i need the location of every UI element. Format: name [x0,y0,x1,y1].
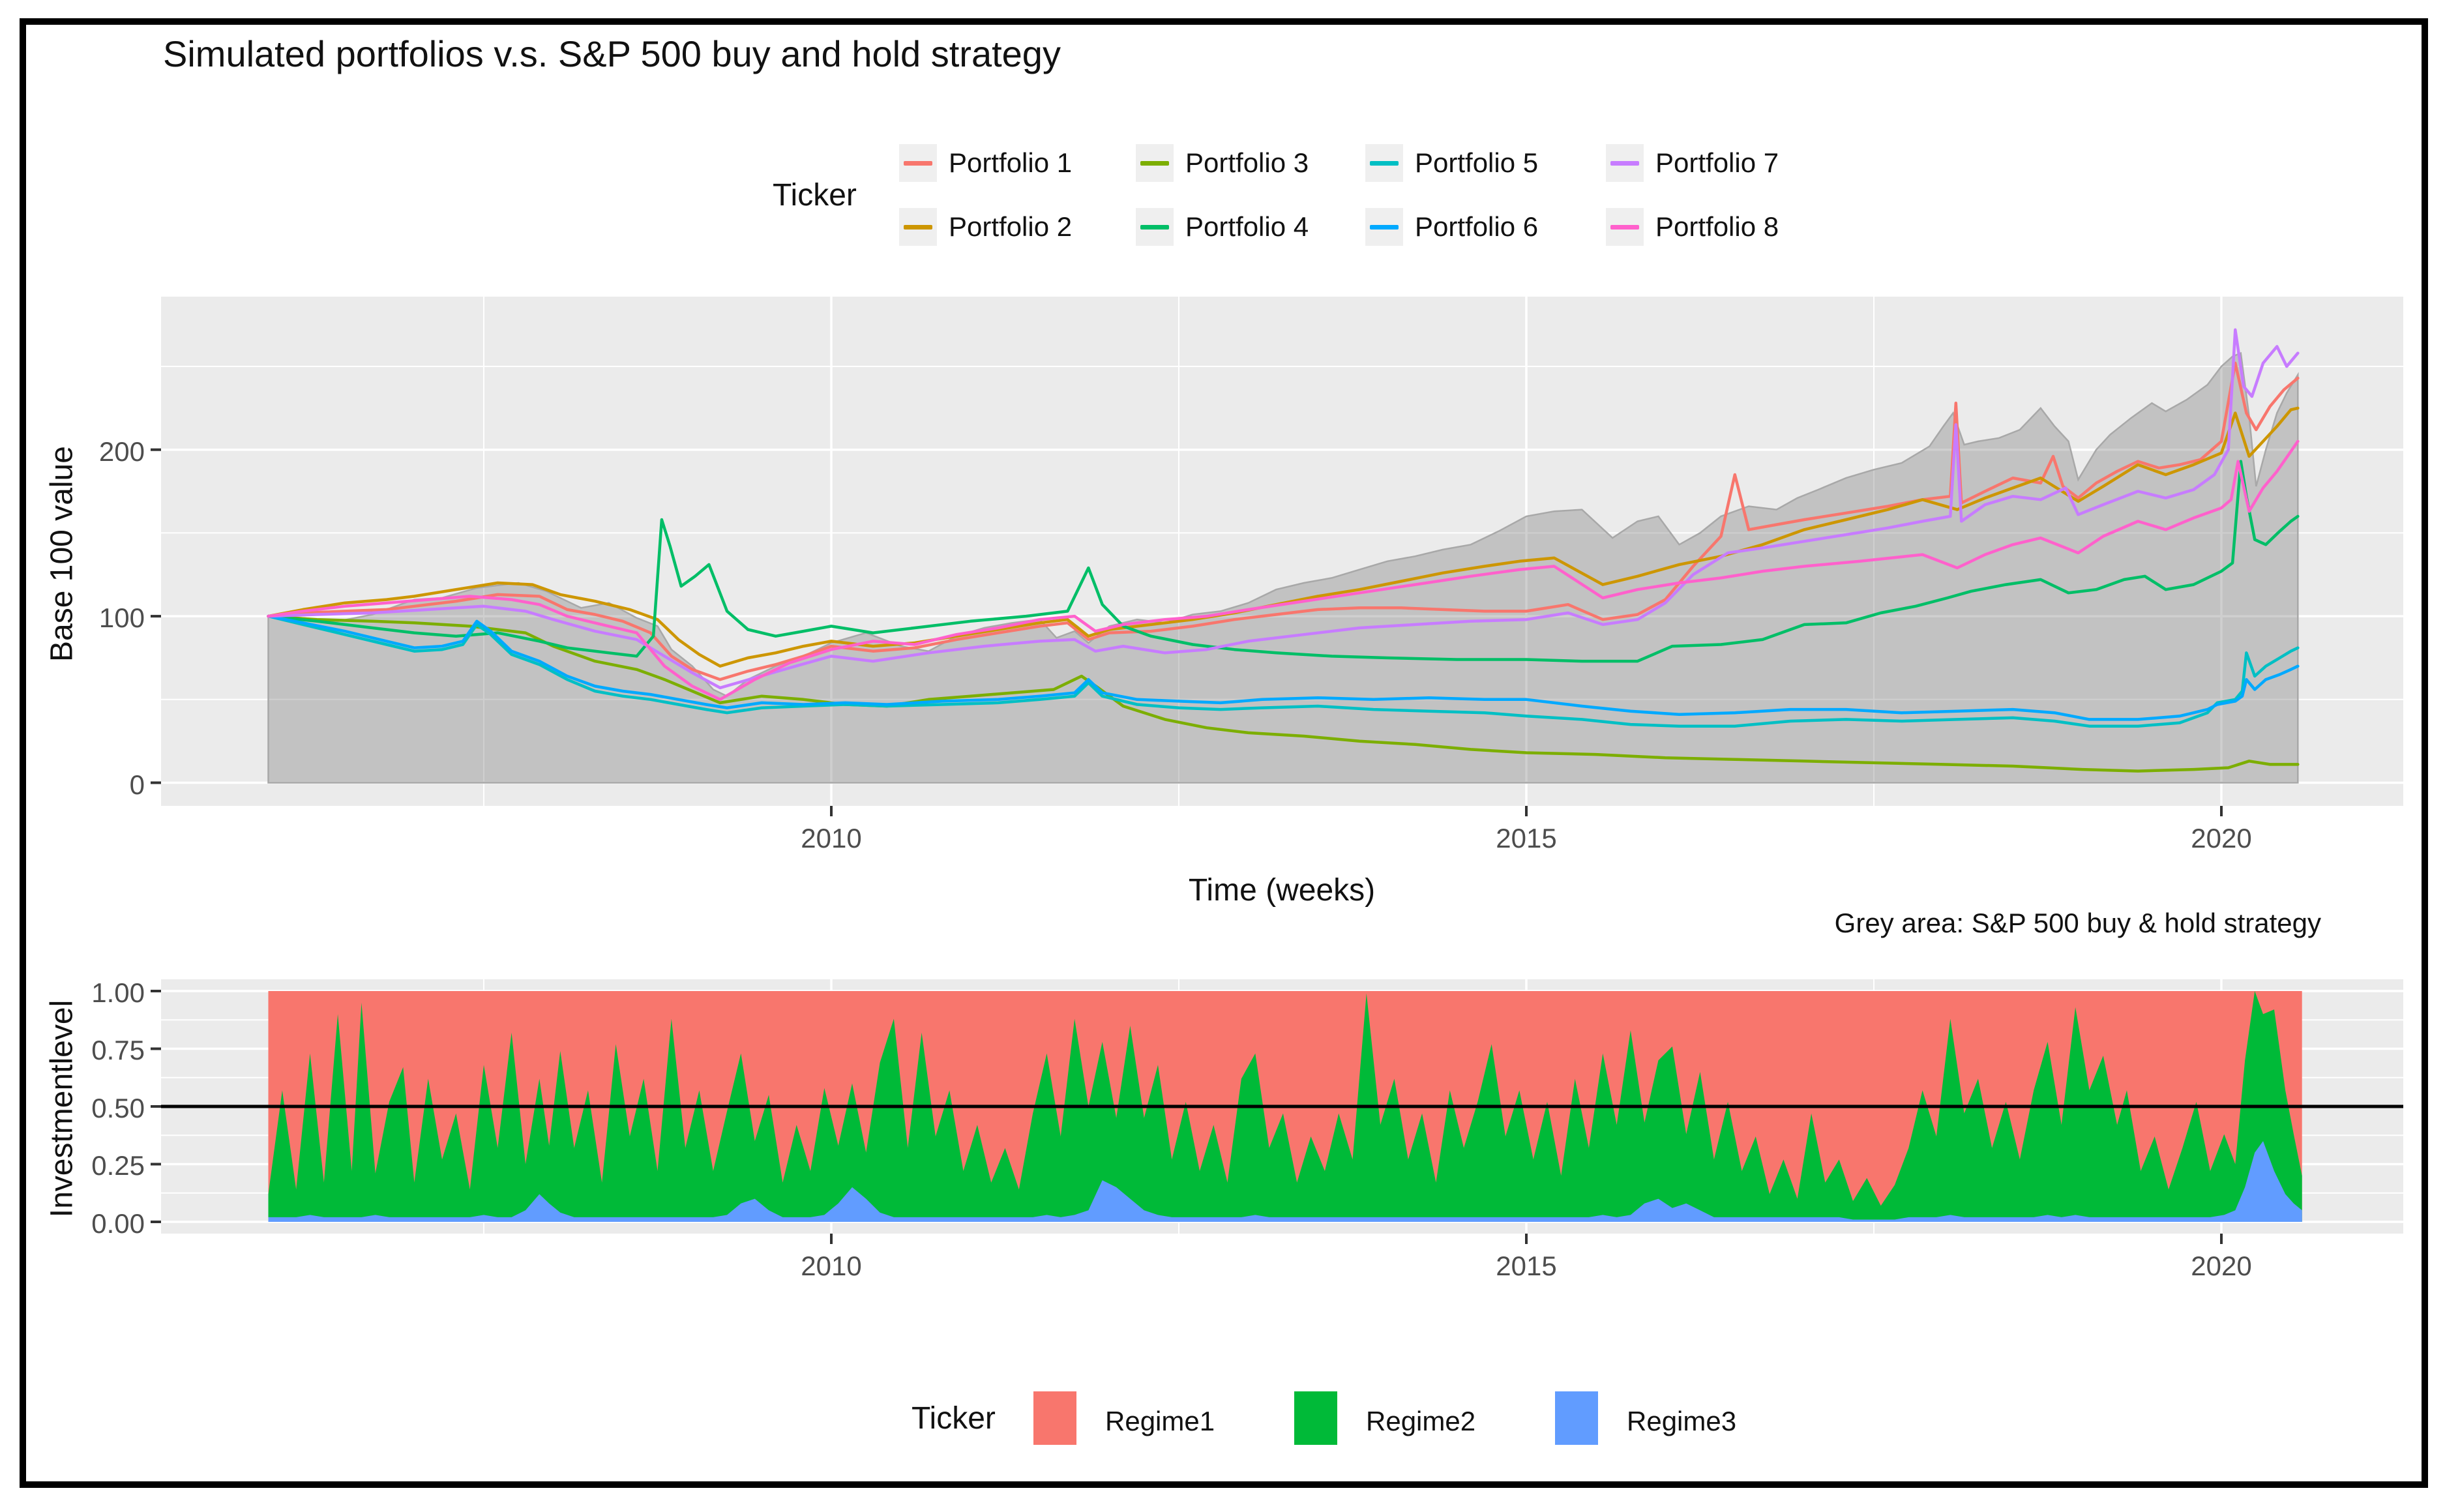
regime2-area [268,991,2302,1222]
bottom-legend-title: Ticker [911,1401,996,1436]
top-y-tick-0: 0 [129,769,145,800]
portfolio-line-3 [267,614,2300,773]
legend-item-portfolio-4: Portfolio 4 [1136,208,1309,246]
top-chart-panel [161,297,2403,806]
legend-item-portfolio-7: Portfolio 7 [1606,144,1779,182]
legend-label: Portfolio 6 [1415,211,1539,242]
portfolio-line-1 [267,361,2300,681]
portfolio-5-key [1365,144,1403,182]
portfolio-8-key [1606,208,1644,246]
legend-label: Portfolio 3 [1185,147,1309,178]
top-x-tick-2010: 2010 [801,823,862,853]
bottom-y-tick-050: 0.50 [91,1093,145,1123]
grey-area-annotation: Grey area: S&P 500 buy & hold strategy [1834,908,2321,938]
top-y-tick-100: 100 [98,602,145,633]
legend-item-portfolio-1: Portfolio 1 [899,144,1072,182]
portfolio-6-line-icon [1370,225,1399,230]
regime-3-swatch-icon [1555,1391,1598,1445]
top-legend-title: Ticker [773,178,857,213]
legend-label: Portfolio 7 [1655,147,1779,178]
portfolio-line-4 [267,460,2300,663]
portfolio-7-line-icon [1610,161,1639,166]
portfolio-8-line-icon [1610,225,1639,230]
portfolio-2-line-icon [904,225,932,230]
portfolio-line-7 [267,328,2300,690]
bottom-x-tick-2010: 2010 [801,1251,862,1281]
legend-item-portfolio-5: Portfolio 5 [1365,144,1538,182]
portfolio-1-line-icon [904,161,932,166]
regime-1-label: Regime1 [1105,1406,1215,1436]
legend-label: Portfolio 1 [949,147,1073,178]
portfolio-line-2 [267,406,2300,668]
legend-label: Portfolio 5 [1415,147,1539,178]
bottom-x-tick-2020: 2020 [2191,1251,2252,1281]
top-y-axis-title: Base 100 value [44,446,80,662]
portfolio-4-key [1136,208,1174,246]
page-title: Simulated portfolios v.s. S&P 500 buy an… [163,33,1061,74]
portfolio-line-5 [267,614,2300,728]
legend-item-portfolio-3: Portfolio 3 [1136,144,1309,182]
legend-item-portfolio-2: Portfolio 2 [899,208,1072,246]
portfolio-5-line-icon [1370,161,1399,166]
portfolio-line-8 [267,439,2300,702]
portfolio-3-line-icon [1140,161,1169,166]
bottom-y-tick-075: 0.75 [91,1035,145,1065]
bottom-y-tick-000: 0.00 [91,1208,145,1239]
portfolio-6-key [1365,208,1403,246]
top-x-tick-2020: 2020 [2191,823,2252,853]
regime-3-label: Regime3 [1627,1406,1737,1436]
portfolio-3-key [1136,144,1174,182]
bottom-y-tick-025: 0.25 [91,1150,145,1181]
legend-item-portfolio-6: Portfolio 6 [1365,208,1538,246]
portfolio-4-line-icon [1140,225,1169,230]
bottom-y-tick-100: 1.00 [91,977,145,1008]
top-x-axis-title: Time (weeks) [1188,873,1376,908]
legend-item-portfolio-8: Portfolio 8 [1606,208,1779,246]
portfolio-line-6 [267,614,2300,721]
portfolio-7-key [1606,144,1644,182]
bottom-y-axis-title: Investmentlevel [44,1000,80,1218]
portfolio-1-key [899,144,937,182]
legend-label: Portfolio 4 [1185,211,1309,242]
legend-label: Portfolio 8 [1655,211,1779,242]
legend-label: Portfolio 2 [949,211,1073,242]
regime-1-swatch-icon [1033,1391,1076,1445]
portfolio-2-key [899,208,937,246]
top-y-tick-200: 200 [98,436,145,467]
bottom-x-tick-2015: 2015 [1496,1251,1557,1281]
regime-2-swatch-icon [1294,1391,1337,1445]
top-x-tick-2015: 2015 [1496,823,1557,853]
regime-2-label: Regime2 [1366,1406,1476,1436]
